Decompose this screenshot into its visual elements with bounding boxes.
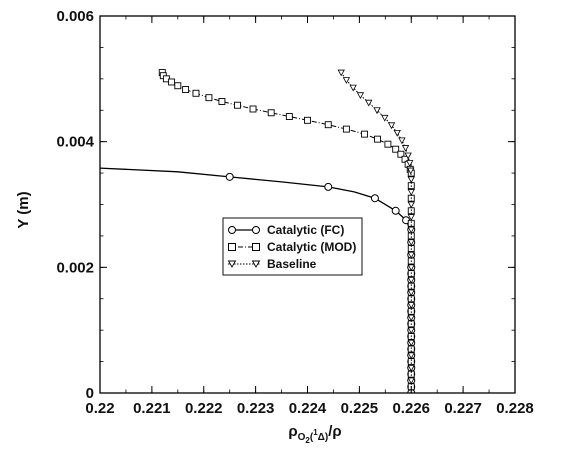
data-point bbox=[324, 121, 332, 129]
plot-area bbox=[100, 69, 416, 393]
data-point bbox=[356, 92, 365, 100]
data-point bbox=[304, 116, 311, 124]
data-point bbox=[205, 94, 213, 102]
data-point bbox=[267, 109, 275, 117]
legend-marker-mod-end bbox=[252, 243, 260, 251]
data-point bbox=[324, 182, 333, 191]
x-tick-label: 0.22 bbox=[85, 400, 114, 417]
data-point bbox=[407, 302, 415, 309]
data-point bbox=[225, 172, 234, 181]
legend-entry-mod: Catalytic (MOD) bbox=[228, 240, 356, 254]
data-point bbox=[381, 114, 389, 122]
data-point bbox=[337, 69, 345, 77]
data-point bbox=[365, 99, 373, 107]
data-point bbox=[407, 201, 415, 209]
data-point bbox=[234, 101, 241, 109]
data-point bbox=[168, 78, 176, 86]
x-tick-label: 0.223 bbox=[237, 400, 275, 417]
data-point bbox=[406, 160, 414, 167]
data-point bbox=[361, 130, 369, 138]
legend-box bbox=[222, 217, 363, 276]
legend-label-baseline: Baseline bbox=[267, 257, 317, 271]
series-2 bbox=[337, 69, 415, 393]
data-point bbox=[407, 277, 415, 284]
x-tick-label: 0.225 bbox=[341, 400, 379, 417]
data-point bbox=[407, 189, 415, 196]
data-point bbox=[285, 113, 293, 120]
x-tick-label: 0.228 bbox=[496, 400, 534, 417]
data-point bbox=[401, 145, 410, 152]
data-point bbox=[407, 289, 415, 297]
x-tick-label: 0.224 bbox=[289, 400, 327, 417]
data-point bbox=[349, 84, 357, 92]
y-axis-label: Y (m) bbox=[15, 191, 32, 228]
data-point bbox=[404, 152, 412, 160]
data-point bbox=[192, 89, 200, 97]
legend-marker-mod bbox=[228, 243, 236, 251]
data-point bbox=[407, 239, 415, 247]
data-point bbox=[398, 137, 406, 145]
data-point bbox=[407, 226, 415, 234]
legend-label-fc: Catalytic (FC) bbox=[267, 223, 344, 237]
data-point bbox=[182, 86, 190, 93]
x-tick-label: 0.221 bbox=[133, 400, 171, 417]
x-axis-label: ρO2(1Δ)/ρ bbox=[288, 423, 341, 445]
y-tick-label: 0.002 bbox=[56, 259, 94, 276]
y-tick-label: 0.006 bbox=[56, 8, 94, 25]
data-point bbox=[407, 214, 415, 221]
data-point bbox=[407, 314, 415, 322]
legend-marker-baseline bbox=[227, 260, 237, 268]
data-point bbox=[387, 122, 396, 130]
data-point bbox=[397, 150, 405, 158]
data-point bbox=[407, 377, 415, 385]
data-point bbox=[384, 140, 392, 148]
legend-marker-fc bbox=[228, 226, 236, 234]
legend-entry-baseline: Baseline bbox=[227, 257, 317, 271]
data-point bbox=[407, 327, 415, 335]
data-point bbox=[374, 135, 381, 143]
y-tick-label: 0.004 bbox=[56, 134, 94, 151]
data-point bbox=[407, 364, 415, 372]
data-point bbox=[342, 77, 351, 84]
x-tick-label: 0.227 bbox=[444, 400, 482, 417]
y-tick-label: 0 bbox=[86, 385, 94, 402]
x-tick-label: 0.226 bbox=[392, 400, 430, 417]
data-point bbox=[407, 352, 415, 360]
axes: 0.22 0.221 0.222 0.223 0.224 0.225 0.226 0.227 0… bbox=[56, 8, 533, 417]
data-point bbox=[393, 129, 401, 137]
legend-label-mod: Catalytic (MOD) bbox=[267, 240, 356, 254]
data-point bbox=[407, 251, 415, 259]
data-point bbox=[407, 264, 415, 272]
data-point bbox=[407, 176, 415, 184]
data-point bbox=[392, 145, 400, 153]
data-point bbox=[407, 167, 415, 175]
x-tick-label: 0.222 bbox=[185, 400, 223, 417]
legend-marker-fc-end bbox=[252, 226, 260, 234]
data-point bbox=[370, 194, 379, 203]
data-point bbox=[174, 82, 182, 90]
data-point bbox=[391, 206, 400, 215]
x-axis-label-text: ρO2(1Δ)/ρ bbox=[288, 423, 341, 445]
data-point bbox=[249, 105, 257, 113]
data-point bbox=[407, 339, 415, 347]
data-point bbox=[342, 125, 350, 133]
data-point bbox=[218, 98, 226, 105]
legend-entry-fc: Catalytic (FC) bbox=[228, 223, 344, 237]
legend-marker-baseline-end bbox=[251, 260, 261, 268]
data-point bbox=[373, 107, 381, 115]
legend: Catalytic (FC) Catalytic (MOD) Baseline bbox=[222, 217, 363, 276]
